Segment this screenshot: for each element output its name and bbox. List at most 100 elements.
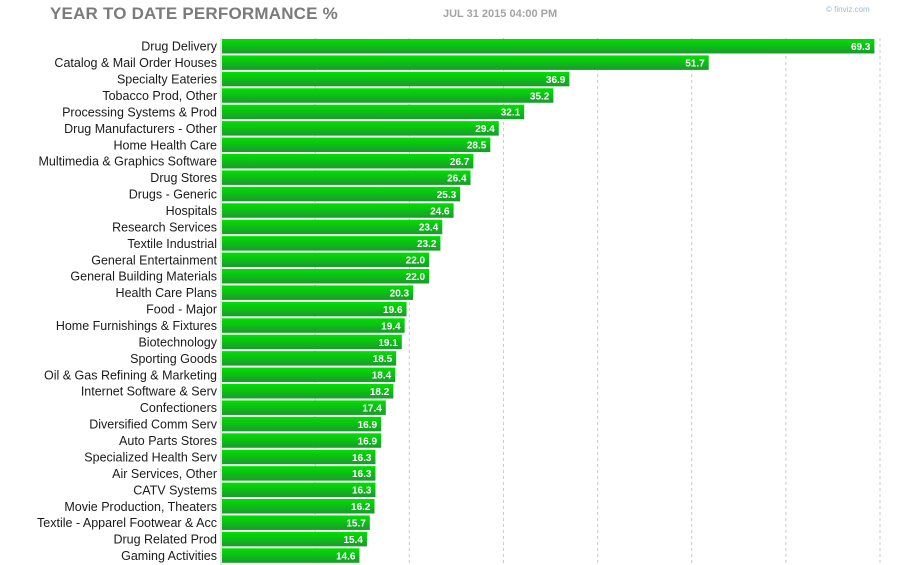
category-label: Catalog & Mail Order Houses [54, 56, 217, 70]
category-label: Home Health Care [113, 138, 217, 152]
category-label: Specialized Health Serv [84, 450, 217, 464]
brand-watermark: © finviz.com [826, 5, 870, 14]
bar[interactable] [222, 71, 570, 87]
value-label: 16.9 [358, 436, 378, 447]
bar[interactable] [222, 416, 382, 432]
bar[interactable] [222, 88, 554, 103]
category-label: Gaming Activities [121, 549, 217, 563]
value-label: 18.5 [373, 354, 393, 365]
value-label: 15.7 [346, 518, 366, 529]
bar[interactable] [222, 548, 360, 563]
value-label: 19.6 [383, 305, 403, 316]
category-label: Diversified Comm Serv [89, 418, 218, 432]
value-label: 26.7 [450, 157, 470, 168]
value-label: 69.3 [851, 42, 871, 53]
value-label: 16.9 [358, 420, 378, 431]
bar[interactable] [222, 285, 414, 300]
category-label: CATV Systems [133, 483, 217, 497]
bar[interactable] [222, 301, 407, 317]
category-label: Research Services [112, 220, 217, 234]
bar[interactable] [222, 170, 471, 185]
value-label: 32.1 [501, 108, 521, 119]
category-label: Drugs - Generic [129, 188, 217, 202]
value-label: 14.6 [336, 551, 356, 562]
category-label: Internet Software & Serv [81, 385, 218, 399]
bar[interactable] [222, 121, 499, 136]
bar[interactable] [222, 268, 430, 284]
value-label: 35.2 [530, 91, 550, 102]
value-label: 26.4 [447, 173, 467, 184]
category-label: Air Services, Other [112, 467, 217, 481]
bar[interactable] [222, 186, 461, 202]
value-label: 19.4 [381, 321, 401, 332]
bar[interactable] [222, 318, 405, 333]
bar[interactable] [222, 499, 375, 514]
value-label: 18.2 [370, 387, 390, 398]
bar[interactable] [222, 367, 396, 383]
value-label: 23.2 [417, 239, 437, 250]
category-label: Textile Industrial [127, 237, 217, 251]
category-label: Tobacco Prod, Other [102, 89, 217, 103]
bar[interactable] [222, 104, 525, 120]
value-label: 16.3 [352, 453, 372, 464]
category-label: Sporting Goods [130, 352, 217, 366]
bars [222, 38, 875, 563]
category-label: General Building Materials [70, 270, 217, 284]
value-label: 17.4 [362, 403, 382, 414]
category-label: Drug Manufacturers - Other [64, 122, 217, 136]
category-label: Drug Stores [150, 171, 217, 185]
bar[interactable] [222, 55, 709, 70]
value-label: 24.6 [430, 206, 450, 217]
bar[interactable] [222, 433, 382, 448]
value-label: 15.4 [344, 535, 364, 546]
bar[interactable] [222, 351, 397, 366]
category-label: Home Furnishings & Fixtures [56, 319, 217, 333]
value-label: 16.3 [352, 469, 372, 480]
category-label: Movie Production, Theaters [64, 500, 217, 514]
bar[interactable] [222, 515, 370, 530]
value-labels: 69.3 51.7 36.9 35.2 32.1 29.4 28.5 26.7 26.4 25.3… [336, 42, 871, 562]
bar[interactable] [222, 219, 443, 235]
category-label: General Entertainment [91, 253, 217, 267]
bar[interactable] [222, 38, 875, 54]
value-label: 16.3 [352, 486, 372, 497]
value-label: 20.3 [390, 288, 410, 299]
bar[interactable] [222, 252, 430, 268]
category-label: Biotechnology [138, 335, 217, 349]
category-label: Drug Delivery [141, 40, 217, 54]
category-label: Multimedia & Graphics Software [38, 155, 217, 169]
category-labels: Drug Delivery Catalog & Mail Order Houses… [37, 40, 218, 563]
value-label: 16.2 [351, 502, 371, 513]
bar[interactable] [222, 531, 367, 547]
bar[interactable] [222, 400, 386, 415]
value-label: 23.4 [419, 223, 439, 234]
chart-title: YEAR TO DATE PERFORMANCE % [50, 4, 338, 23]
bar[interactable] [222, 449, 376, 465]
bar[interactable] [222, 482, 376, 498]
value-label: 29.4 [475, 124, 495, 135]
bar[interactable] [222, 137, 491, 153]
category-label: Confectioners [140, 401, 217, 415]
value-label: 25.3 [437, 190, 457, 201]
category-label: Processing Systems & Prod [62, 105, 217, 119]
bar[interactable] [222, 334, 402, 350]
bar[interactable] [222, 203, 454, 218]
bar[interactable] [222, 153, 474, 169]
chart-timestamp: JUL 31 2015 04:00 PM [443, 8, 558, 20]
category-label: Oil & Gas Refining & Marketing [44, 368, 217, 382]
value-label: 36.9 [546, 75, 566, 86]
bar[interactable] [222, 383, 394, 399]
value-label: 18.4 [372, 371, 392, 382]
bar[interactable] [222, 236, 441, 251]
category-label: Hospitals [166, 204, 217, 218]
category-label: Drug Related Prod [113, 533, 217, 547]
value-label: 28.5 [467, 141, 487, 152]
category-label: Health Care Plans [116, 286, 217, 300]
category-label: Textile - Apparel Footwear & Acc [37, 516, 217, 530]
bar[interactable] [222, 466, 376, 481]
value-label: 22.0 [406, 272, 426, 283]
category-label: Food - Major [146, 303, 217, 317]
category-label: Auto Parts Stores [119, 434, 217, 448]
value-label: 51.7 [685, 58, 705, 69]
